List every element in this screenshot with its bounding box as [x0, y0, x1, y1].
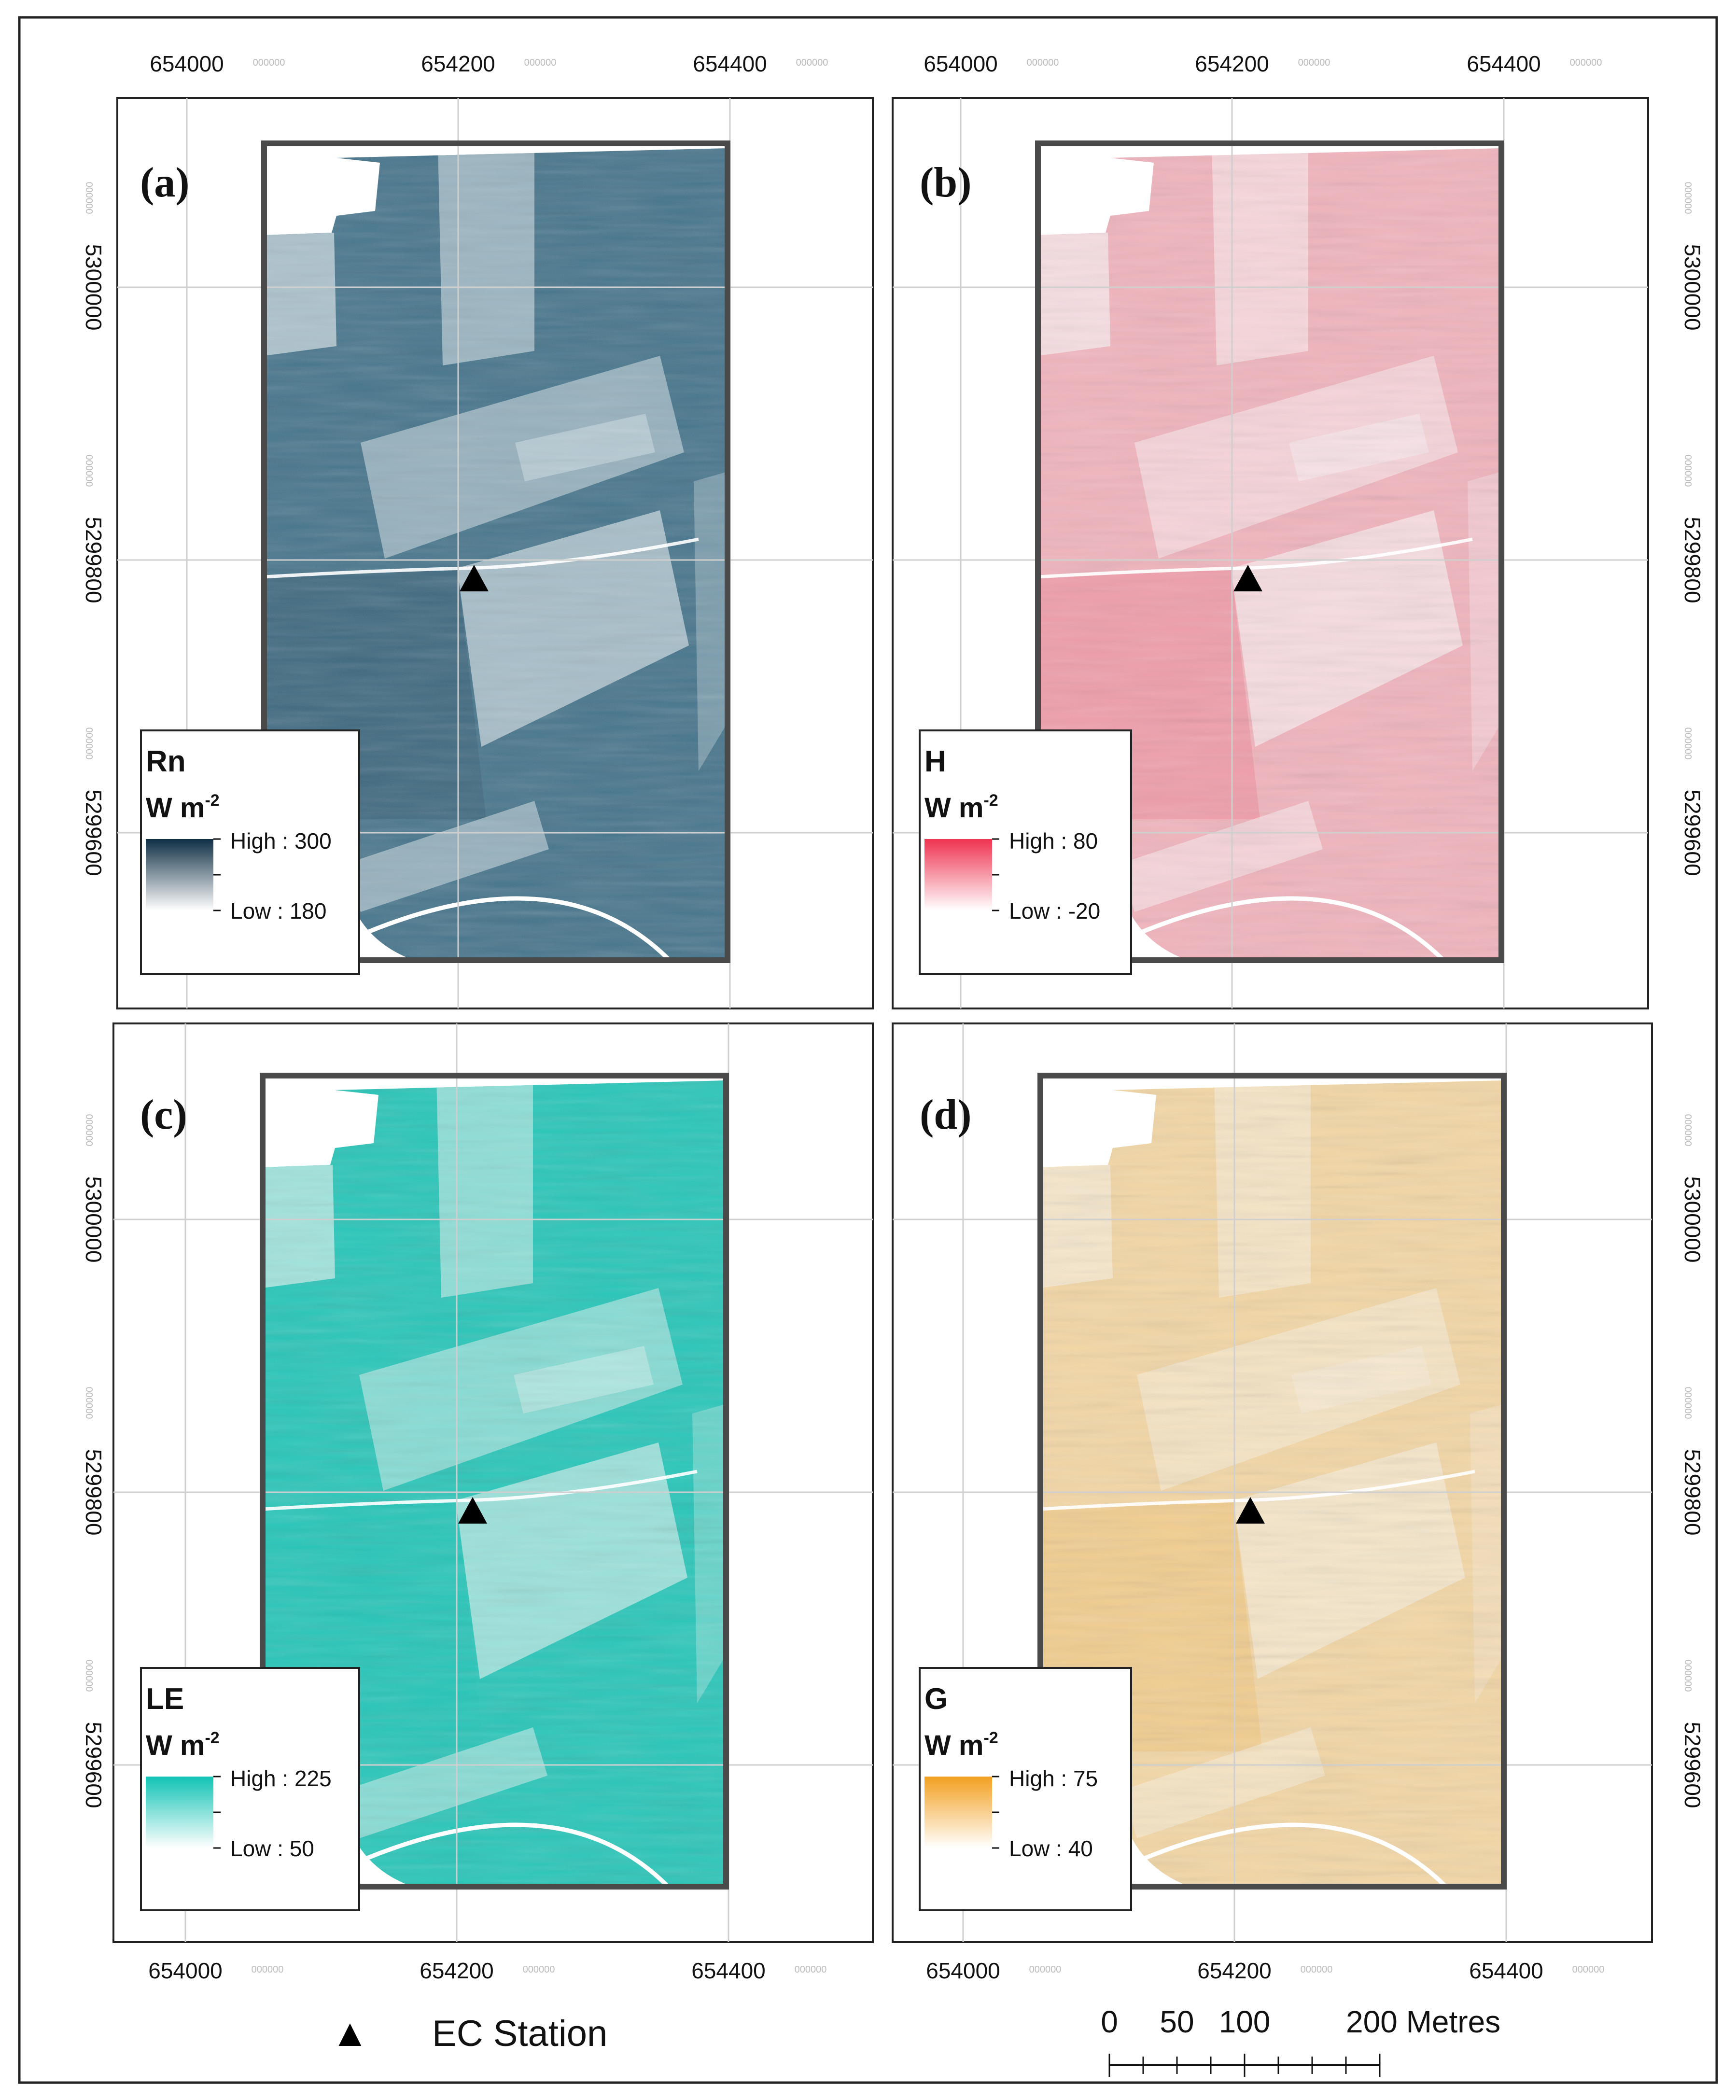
panel-label: (a)	[140, 159, 190, 206]
easting-label: 654200	[1195, 51, 1269, 76]
northing-label: 5299800	[81, 517, 106, 603]
northing-label: 5299600	[81, 789, 106, 876]
legend-low-label: Low : 180	[230, 898, 326, 924]
northing-sub-label: 000000	[1682, 455, 1693, 487]
scale-bar: 0 50 100 200 Metres	[1101, 2004, 1500, 2077]
northing-sub-label: 000000	[1682, 1387, 1693, 1419]
easting-label: 654200	[420, 1958, 494, 1983]
data-extent-frame	[261, 140, 730, 963]
easting-sub-label: 000000	[1572, 1964, 1605, 1975]
easting-sub-label: 000000	[1301, 1964, 1333, 1975]
legend-high-label: High : 80	[1009, 828, 1098, 854]
legend-high-label: High : 300	[230, 828, 332, 854]
outer-frame	[18, 16, 1718, 2084]
panels-container: (a) Rn W m-2 High : 300 Low : 180 654000 00000…	[81, 51, 1705, 1983]
data-extent-frame	[260, 1073, 729, 1890]
northing-sub-label: 000000	[1682, 182, 1693, 214]
legend-high-label: High : 225	[230, 1766, 332, 1791]
easting-label: 654000	[924, 51, 998, 76]
legend-variable: G	[924, 1682, 948, 1716]
northing-sub-label: 000000	[1682, 728, 1693, 760]
legend-low-label: Low : 40	[1009, 1836, 1093, 1861]
legend-unit: W m-2	[924, 1729, 998, 1761]
legend-variable: H	[924, 745, 946, 778]
ec-station-legend-symbol: ▲	[331, 2011, 369, 2054]
easting-label: 654000	[926, 1958, 1000, 1983]
legend-color-ramp	[146, 1777, 213, 1848]
scale-label: 50	[1160, 2004, 1194, 2039]
panel-label: (c)	[140, 1092, 187, 1138]
northing-label: 5299800	[1680, 517, 1705, 603]
easting-sub-label: 000000	[795, 1964, 827, 1975]
data-extent-frame	[1035, 140, 1504, 963]
map-panel-d: (d) G W m-2 High : 75 Low : 40 654000 000000 65…	[892, 1022, 1705, 1983]
northing-label: 5299800	[81, 1449, 106, 1535]
data-extent-frame	[1037, 1073, 1507, 1890]
scale-label: 200 Metres	[1346, 2004, 1500, 2039]
northing-sub-label: 000000	[1682, 1114, 1693, 1147]
easting-label: 654400	[1467, 51, 1541, 76]
easting-label: 654400	[1469, 1958, 1543, 1983]
ec-station-marker	[458, 1497, 487, 1524]
northing-sub-label: 000000	[84, 1660, 94, 1692]
northing-label: 5300000	[81, 1176, 106, 1262]
northing-label: 5299800	[1680, 1449, 1705, 1535]
legend-g: G W m-2 High : 75 Low : 40	[919, 1667, 1132, 1911]
legend-variable: LE	[146, 1682, 184, 1716]
easting-label: 654200	[421, 51, 495, 76]
easting-sub-label: 000000	[523, 1964, 555, 1975]
legend-color-ramp	[146, 839, 213, 910]
scale-label: 0	[1101, 2004, 1118, 2039]
legend-variable: Rn	[146, 745, 186, 778]
easting-sub-label: 000000	[1027, 57, 1059, 68]
northing-sub-label: 000000	[84, 1387, 94, 1419]
northing-sub-label: 000000	[84, 182, 94, 214]
easting-sub-label: 000000	[253, 57, 285, 68]
northing-sub-label: 000000	[1682, 1660, 1693, 1692]
easting-label: 654000	[150, 51, 224, 76]
legend-low-label: Low : 50	[230, 1836, 314, 1861]
easting-label: 654200	[1197, 1958, 1272, 1983]
ec-station-legend: ▲ EC Station	[331, 2011, 607, 2054]
panel-label: (b)	[920, 159, 972, 206]
legend-color-ramp	[924, 839, 992, 910]
northing-sub-label: 000000	[84, 728, 94, 760]
northing-label: 5300000	[1680, 1176, 1705, 1262]
legend-low-label: Low : -20	[1009, 898, 1100, 924]
northing-label: 5299600	[1680, 789, 1705, 876]
easting-sub-label: 000000	[1298, 57, 1330, 68]
easting-sub-label: 000000	[796, 57, 828, 68]
legend-high-label: High : 75	[1009, 1766, 1098, 1791]
northing-label: 5299600	[1680, 1722, 1705, 1808]
raster-rn	[264, 148, 728, 960]
ec-station-marker	[1236, 1497, 1265, 1524]
easting-sub-label: 000000	[1029, 1964, 1062, 1975]
raster-h	[1038, 148, 1501, 960]
easting-sub-label: 000000	[524, 57, 557, 68]
easting-label: 654000	[148, 1958, 223, 1983]
ec-station-marker	[1233, 565, 1262, 591]
ec-station-legend-label: EC Station	[432, 2013, 607, 2054]
northing-sub-label: 000000	[84, 1114, 94, 1147]
easting-label: 654400	[693, 51, 767, 76]
easting-sub-label: 000000	[1570, 57, 1602, 68]
legend-color-ramp	[924, 1777, 992, 1848]
scale-label: 100	[1219, 2004, 1271, 2039]
panel-label: (d)	[920, 1092, 972, 1138]
northing-sub-label: 000000	[84, 455, 94, 487]
northing-label: 5300000	[1680, 244, 1705, 330]
easting-label: 654400	[691, 1958, 766, 1983]
northing-label: 5299600	[81, 1722, 106, 1808]
easting-sub-label: 000000	[252, 1964, 284, 1975]
ec-station-marker	[460, 565, 489, 591]
northing-label: 5300000	[81, 244, 106, 330]
